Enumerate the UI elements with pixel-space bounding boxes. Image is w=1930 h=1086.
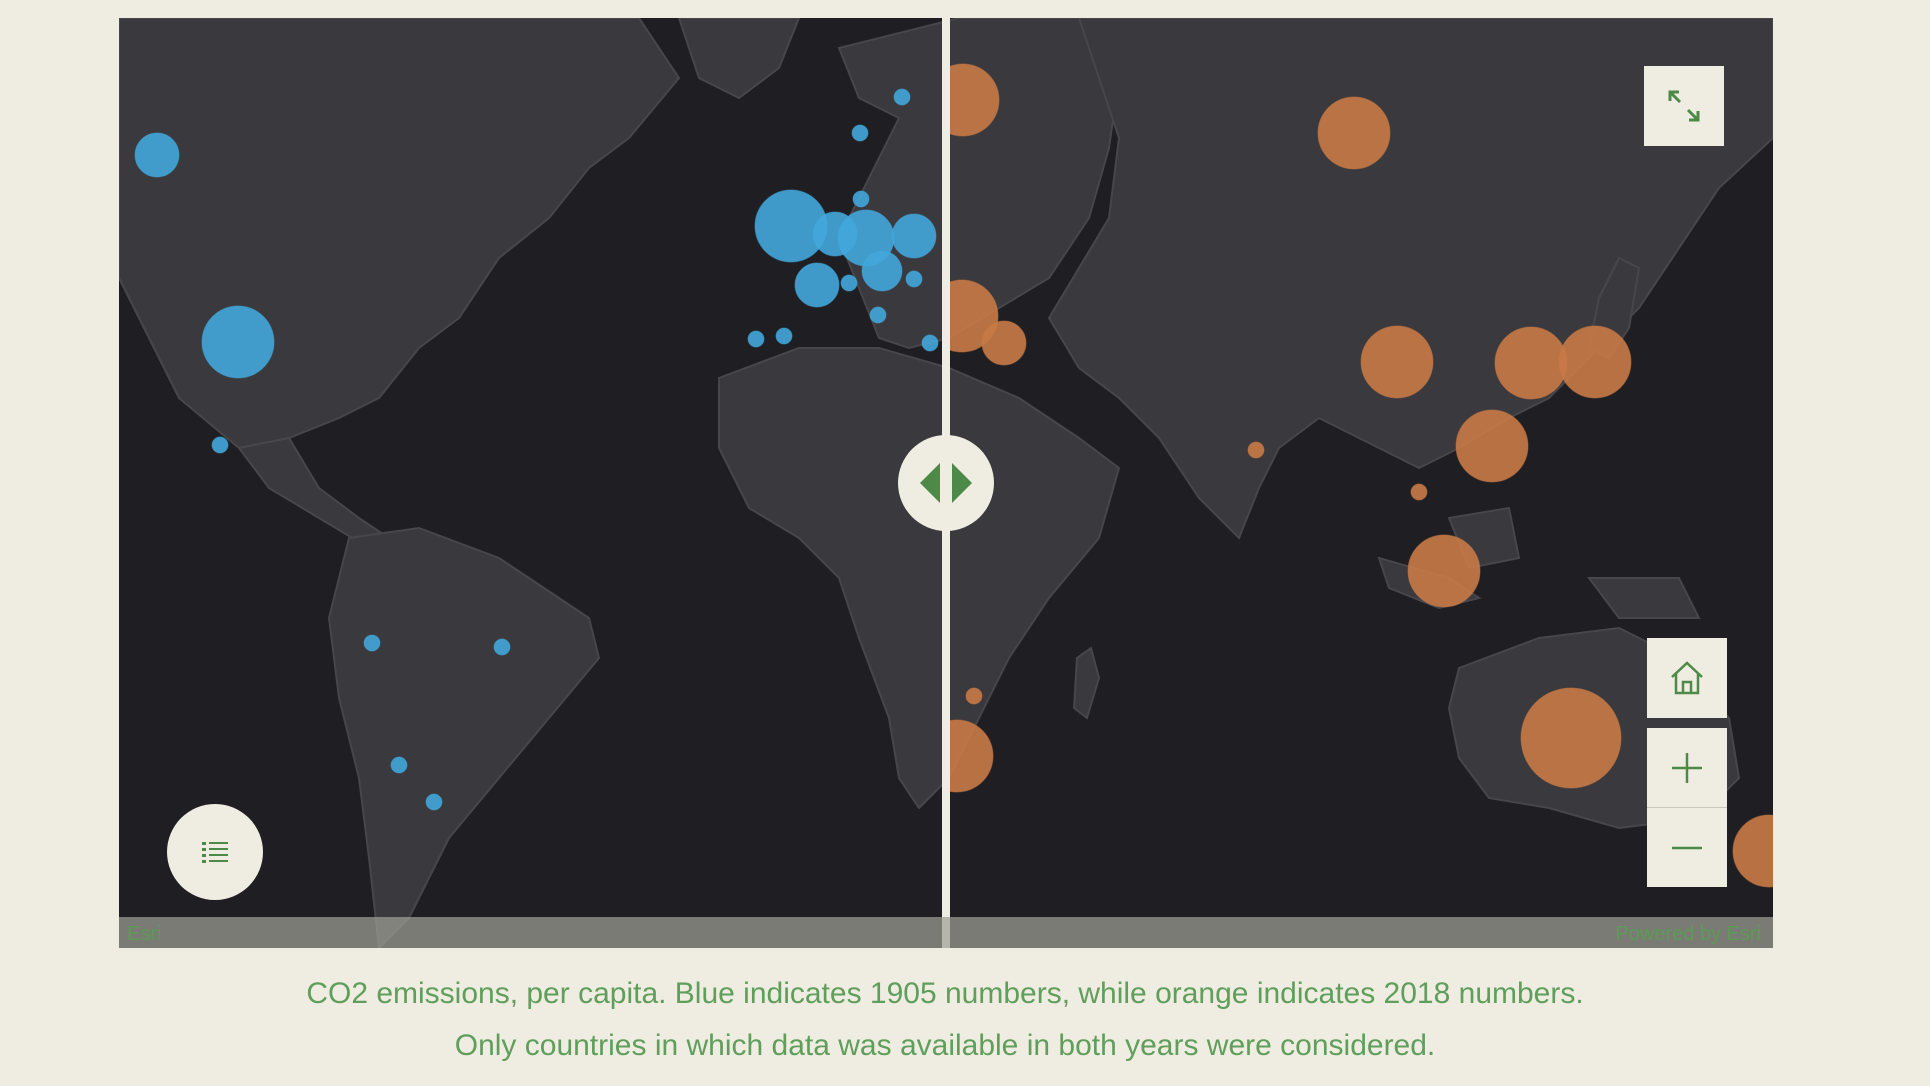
zoom-out-button[interactable] (1647, 808, 1727, 887)
point-india-2018[interactable] (1247, 441, 1265, 459)
point-peru[interactable] (363, 634, 381, 652)
point-poland[interactable] (891, 213, 937, 259)
expand-button[interactable] (1644, 66, 1724, 146)
point-new-zealand-2018[interactable] (1732, 814, 1773, 888)
point-russia-2018[interactable] (1317, 96, 1391, 170)
point-portugal[interactable] (747, 330, 765, 348)
minus-icon (1672, 846, 1702, 849)
point-taiwan-2018[interactable] (1455, 409, 1529, 483)
landmass-new-guinea (1587, 577, 1701, 619)
point-japan-2018[interactable] (1558, 325, 1632, 399)
points-layer (134, 63, 1773, 888)
point-finland-2018[interactable] (927, 63, 1000, 137)
point-italy-north[interactable] (840, 274, 858, 292)
point-switzerland[interactable] (861, 250, 903, 292)
legend-button[interactable] (167, 804, 263, 900)
attribution-left[interactable]: Esri (127, 923, 162, 945)
point-south-korea-2018[interactable] (1494, 326, 1568, 400)
point-cyprus-2018[interactable] (981, 320, 1027, 366)
point-brazil[interactable] (493, 638, 511, 656)
point-canada[interactable] (134, 132, 180, 178)
swipe-map[interactable]: Esri Powered by Esri (119, 18, 1773, 948)
swipe-handle[interactable] (898, 435, 994, 531)
point-argentina[interactable] (425, 793, 443, 811)
point-vietnam-2018[interactable] (1410, 483, 1428, 501)
swipe-arrows-icon (920, 463, 972, 503)
attribution-right[interactable]: Powered by Esri (1615, 923, 1761, 945)
point-hungary[interactable] (905, 270, 923, 288)
caption-line-1: CO2 emissions, per capita. Blue indicate… (306, 977, 1584, 1010)
legend-list-icon (202, 842, 228, 863)
point-greece[interactable] (921, 334, 939, 352)
point-chile[interactable] (390, 756, 408, 774)
point-malaysia-2018[interactable] (1407, 534, 1481, 608)
point-mexico[interactable] (211, 436, 229, 454)
point-usa[interactable] (201, 305, 275, 379)
caption-line-2: Only countries in which data was availab… (454, 1029, 1436, 1062)
point-france[interactable] (794, 262, 840, 308)
point-south-africa-2018[interactable] (921, 719, 994, 793)
point-italy[interactable] (869, 306, 887, 324)
landmass-madagascar (1072, 646, 1101, 720)
home-button[interactable] (1647, 638, 1727, 718)
point-finland[interactable] (893, 88, 911, 106)
plus-icon (1672, 752, 1702, 783)
point-australia-2018[interactable] (1520, 687, 1622, 789)
point-spain[interactable] (775, 327, 793, 345)
landmass-asia (1047, 18, 1773, 540)
zoom-in-button[interactable] (1647, 728, 1727, 807)
landmass-africa (718, 347, 1121, 810)
map-caption: CO2 emissions, per capita. Blue indicate… (0, 968, 1890, 1072)
attribution-bar: Esri Powered by Esri (119, 917, 1773, 948)
landmass-greenland (677, 18, 801, 100)
home-icon (1671, 661, 1703, 695)
point-zimbabwe-2018[interactable] (965, 687, 983, 705)
point-sweden[interactable] (851, 124, 869, 142)
point-denmark[interactable] (852, 190, 870, 208)
point-china-2018[interactable] (1360, 325, 1434, 399)
zoom-separator (1647, 807, 1727, 808)
expand-icon (1668, 90, 1700, 122)
landmass-south-america (327, 526, 601, 948)
